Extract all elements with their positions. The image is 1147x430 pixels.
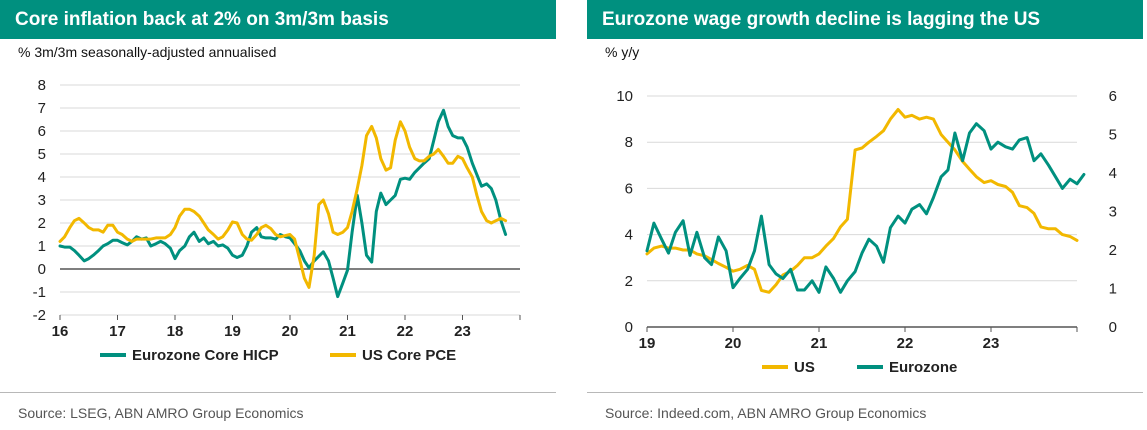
y-tick-label: 2 bbox=[625, 273, 633, 290]
chart-title: Eurozone wage growth decline is lagging … bbox=[587, 0, 1143, 39]
series-line-us-core-pce bbox=[58, 120, 508, 289]
y-tick-label: 1 bbox=[38, 238, 46, 255]
y-right-tick-label: 4 bbox=[1109, 165, 1117, 182]
x-tick-label: 16 bbox=[52, 323, 69, 340]
y-tick-label: 3 bbox=[38, 192, 46, 209]
chart-source: Source: Indeed.com, ABN AMRO Group Econo… bbox=[605, 405, 927, 421]
x-tick-label: 22 bbox=[397, 323, 414, 340]
x-tick-label: 21 bbox=[339, 323, 356, 340]
source-divider bbox=[0, 392, 556, 393]
y-tick-label: 10 bbox=[616, 88, 633, 105]
y-tick-label: -1 bbox=[33, 284, 46, 301]
legend-label: US Core PCE bbox=[362, 347, 456, 364]
x-tick-label: 19 bbox=[639, 335, 656, 352]
y-right-tick-label: 3 bbox=[1109, 204, 1117, 221]
y-tick-label: 0 bbox=[38, 261, 46, 278]
x-tick-label: 19 bbox=[224, 323, 241, 340]
chart-panel-core-inflation: Core inflation back at 2% on 3m/3m basis… bbox=[0, 0, 560, 430]
legend-label: Eurozone bbox=[889, 359, 957, 376]
y-tick-label: 8 bbox=[38, 77, 46, 94]
series-line-us bbox=[645, 108, 1079, 294]
y-tick-label: -2 bbox=[33, 307, 46, 324]
legend-label: Eurozone Core HICP bbox=[132, 347, 279, 364]
y-right-tick-label: 2 bbox=[1109, 242, 1117, 259]
y-tick-label: 5 bbox=[38, 146, 46, 163]
y-tick-label: 2 bbox=[38, 215, 46, 232]
y-tick-label: 6 bbox=[625, 180, 633, 197]
x-tick-label: 23 bbox=[454, 323, 471, 340]
legend-label: US bbox=[794, 359, 815, 376]
y-tick-label: 6 bbox=[38, 123, 46, 140]
chart-subtitle: % y/y bbox=[605, 44, 640, 60]
x-tick-label: 18 bbox=[167, 323, 184, 340]
chart-panel-wage-growth: Eurozone wage growth decline is lagging … bbox=[587, 0, 1147, 430]
x-tick-label: 20 bbox=[282, 323, 299, 340]
y-right-tick-label: 1 bbox=[1109, 281, 1117, 298]
y-right-tick-label: 0 bbox=[1109, 319, 1117, 336]
chart-subtitle: % 3m/3m seasonally-adjusted annualised bbox=[18, 44, 277, 60]
x-tick-label: 20 bbox=[725, 335, 742, 352]
y-tick-label: 7 bbox=[38, 100, 46, 117]
source-divider bbox=[587, 392, 1143, 393]
x-tick-label: 23 bbox=[983, 335, 1000, 352]
x-tick-label: 22 bbox=[897, 335, 914, 352]
y-tick-label: 4 bbox=[625, 227, 633, 244]
y-tick-label: 8 bbox=[625, 134, 633, 151]
x-tick-label: 17 bbox=[109, 323, 126, 340]
y-right-tick-label: 6 bbox=[1109, 88, 1117, 105]
chart-source: Source: LSEG, ABN AMRO Group Economics bbox=[18, 405, 304, 421]
y-tick-label: 0 bbox=[625, 319, 633, 336]
chart-title: Core inflation back at 2% on 3m/3m basis bbox=[0, 0, 556, 39]
y-tick-label: 4 bbox=[38, 169, 46, 186]
x-tick-label: 21 bbox=[811, 335, 828, 352]
series-line-eurozone bbox=[645, 122, 1086, 294]
y-right-tick-label: 5 bbox=[1109, 127, 1117, 144]
